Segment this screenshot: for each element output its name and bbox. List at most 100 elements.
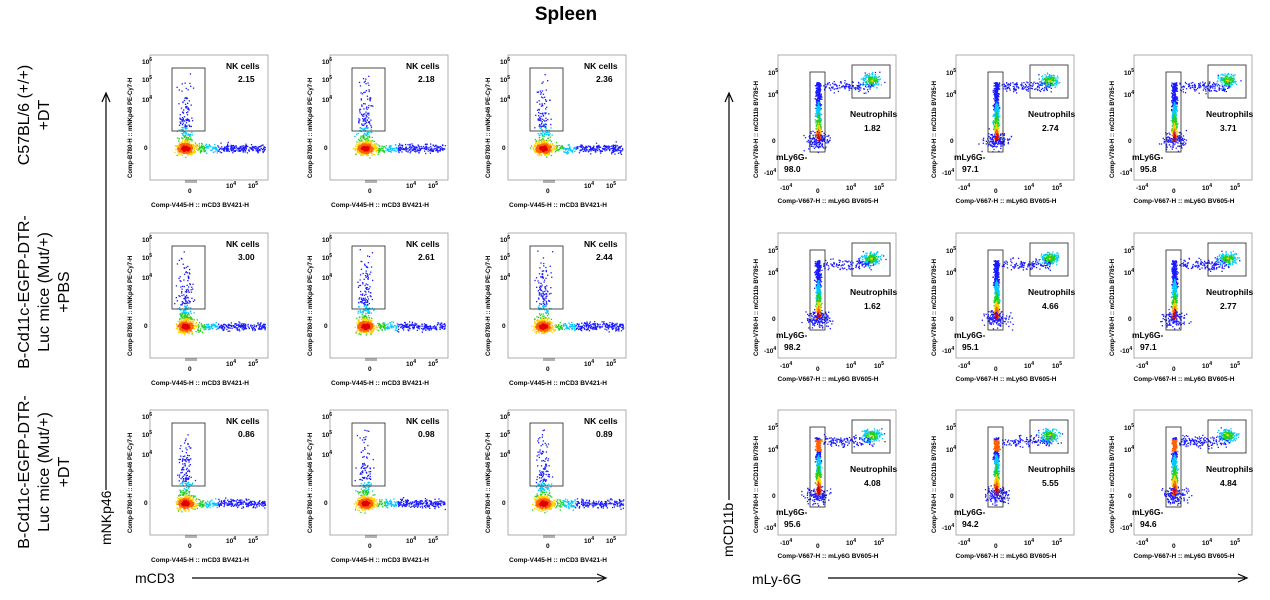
x-axis-text: Comp-V445-H :: mCD3 BV421-H: [331, 557, 429, 564]
nk-gate-label: NK cells: [584, 61, 618, 71]
y-tick-label: 0: [144, 500, 148, 507]
density-points: [174, 251, 266, 336]
x-tick-label: 105: [606, 181, 617, 191]
neutrophil-gate-label: Neutrophils: [1028, 109, 1076, 119]
neutrophil-gate-value: 4.08: [864, 478, 881, 488]
y-tick-label: 105: [500, 430, 511, 440]
x-tick-label: 104: [584, 536, 595, 546]
nk-gate-label: NK cells: [584, 416, 618, 426]
nk-gate: [529, 245, 564, 310]
x-tick-label: -104: [958, 538, 971, 548]
x-tick-label: 105: [1052, 361, 1063, 371]
y-tick-label: 105: [1124, 423, 1135, 433]
nk-panel: 0 104 105 0 104 105 106 Comp-V445-H :: mCD3 BV4…: [486, 50, 628, 209]
row-label-line: Luc mice (Mut/+): [36, 412, 53, 532]
y-tick-label: 105: [500, 75, 511, 85]
x-tick-label: 105: [874, 538, 885, 548]
neutrophil-gate-value: 2.77: [1220, 301, 1237, 311]
y-tick-label: 106: [142, 235, 153, 245]
y-axis-text: Comp-V780-H :: mCD11b BV785-H: [754, 435, 760, 533]
x-axis-text: Comp-V445-H :: mCD3 BV421-H: [151, 202, 249, 209]
x-tick-label: 105: [606, 359, 617, 369]
row-label-line: +DT: [36, 99, 53, 131]
x-axis-text: Comp-V667-H :: mLy6G BV605-H: [777, 198, 879, 205]
x-tick-label: 105: [1052, 538, 1063, 548]
y-tick-label: 0: [502, 500, 506, 507]
y-tick-label: 106: [142, 412, 153, 422]
y-tick-label: 105: [946, 246, 957, 256]
ly6g-neg-gate: [987, 71, 1004, 153]
ly6g-neg-gate-value: 94.6: [1140, 519, 1157, 529]
neutrophil-gate: [1029, 64, 1069, 99]
x-tick-label: 104: [1024, 361, 1035, 371]
neutrophil-gate-value: 4.66: [1042, 301, 1059, 311]
x-tick-label: 105: [1230, 538, 1241, 548]
density-points: [354, 249, 446, 336]
nk-gate: [529, 67, 564, 132]
nk-panel: 0 104 105 0 104 105 106 Comp-V445-H :: mCD3 BV4…: [486, 228, 628, 387]
x-tick-label: 104: [1202, 183, 1213, 193]
neutrophil-panel: -104 0 104 105 -104 0 104 105 Comp-V667-H :: mLy…: [932, 50, 1076, 205]
nk-plot: [149, 409, 269, 538]
x-tick-label: 105: [428, 359, 439, 369]
x-tick-label: 105: [428, 181, 439, 191]
x-tick-label: 104: [226, 536, 237, 546]
y-axis-text: Comp-B780-H :: mNKp46 PE-Cy7-H: [128, 432, 134, 533]
x-tick-label: 104: [226, 359, 237, 369]
right-x-axis-label: mLy-6G: [752, 571, 802, 587]
right-y-arrowhead: [724, 91, 734, 103]
y-tick-label: 104: [1124, 90, 1135, 100]
nk-gate: [351, 245, 386, 310]
x-axis-text: Comp-V445-H :: mCD3 BV421-H: [509, 202, 607, 209]
nk-plot: [149, 54, 269, 183]
x-tick-label: 104: [406, 359, 417, 369]
plot-frame: [507, 232, 627, 359]
x-tick-label: 105: [874, 183, 885, 193]
y-tick-label: 0: [772, 138, 776, 145]
neutrophil-plot: [955, 232, 1075, 359]
plot-frame: [1133, 54, 1253, 181]
neutrophil-plot: [777, 409, 897, 536]
y-tick-label: 104: [322, 95, 333, 105]
x-tick-label: 105: [606, 536, 617, 546]
ly6g-neg-gate-value: 98.0: [784, 164, 801, 174]
nk-panel: 0 104 105 0 104 105 106 Comp-V445-H :: mCD3 BV4…: [486, 405, 628, 564]
density-points: [1160, 250, 1241, 330]
plot-frame: [955, 54, 1075, 181]
ly6g-neg-gate-label: mLy6G-: [954, 507, 986, 517]
x-tick-label: 104: [226, 181, 237, 191]
plot-frame: [507, 409, 627, 536]
y-tick-label: 0: [1128, 138, 1132, 145]
plot-frame: [777, 409, 897, 536]
ly6g-neg-gate-value: 95.8: [1140, 164, 1157, 174]
nk-gate-label: NK cells: [406, 416, 440, 426]
neutrophil-gate-value: 3.71: [1220, 123, 1237, 133]
nk-plot: [507, 232, 627, 361]
x-tick-label: -104: [958, 183, 971, 193]
x-tick-label: 0: [816, 543, 820, 550]
density-points: [352, 75, 446, 159]
x-tick-label: -104: [780, 361, 793, 371]
y-tick-label: 104: [322, 273, 333, 283]
nk-plot: [329, 232, 449, 361]
plot-frame: [507, 54, 627, 181]
y-tick-label: 106: [142, 57, 153, 67]
y-tick-label: -104: [764, 523, 777, 533]
x-tick-label: 0: [368, 543, 372, 550]
x-tick-label: -104: [1136, 538, 1149, 548]
nk-panel: 0 104 105 0 104 105 106 Comp-V445-H :: mCD3 BV4…: [128, 228, 270, 387]
neutrophil-gate: [851, 64, 891, 99]
neutrophil-gate: [1207, 419, 1247, 454]
nk-panel: 0 104 105 0 104 105 106 Comp-V445-H :: mCD3 BV4…: [308, 405, 450, 564]
x-tick-label: -104: [780, 538, 793, 548]
density-points: [1158, 72, 1242, 152]
neutrophil-gate-label: Neutrophils: [850, 287, 898, 297]
nk-plot: [507, 54, 627, 183]
density-points: [981, 251, 1060, 331]
plot-frame: [149, 409, 269, 536]
nk-gate-label: NK cells: [226, 239, 260, 249]
left-x-axis-label: mCD3: [135, 570, 175, 586]
row-label-line: B-Cd11c-EGFP-DTR-: [16, 215, 33, 369]
y-tick-label: 105: [1124, 68, 1135, 78]
plot-frame: [955, 232, 1075, 359]
